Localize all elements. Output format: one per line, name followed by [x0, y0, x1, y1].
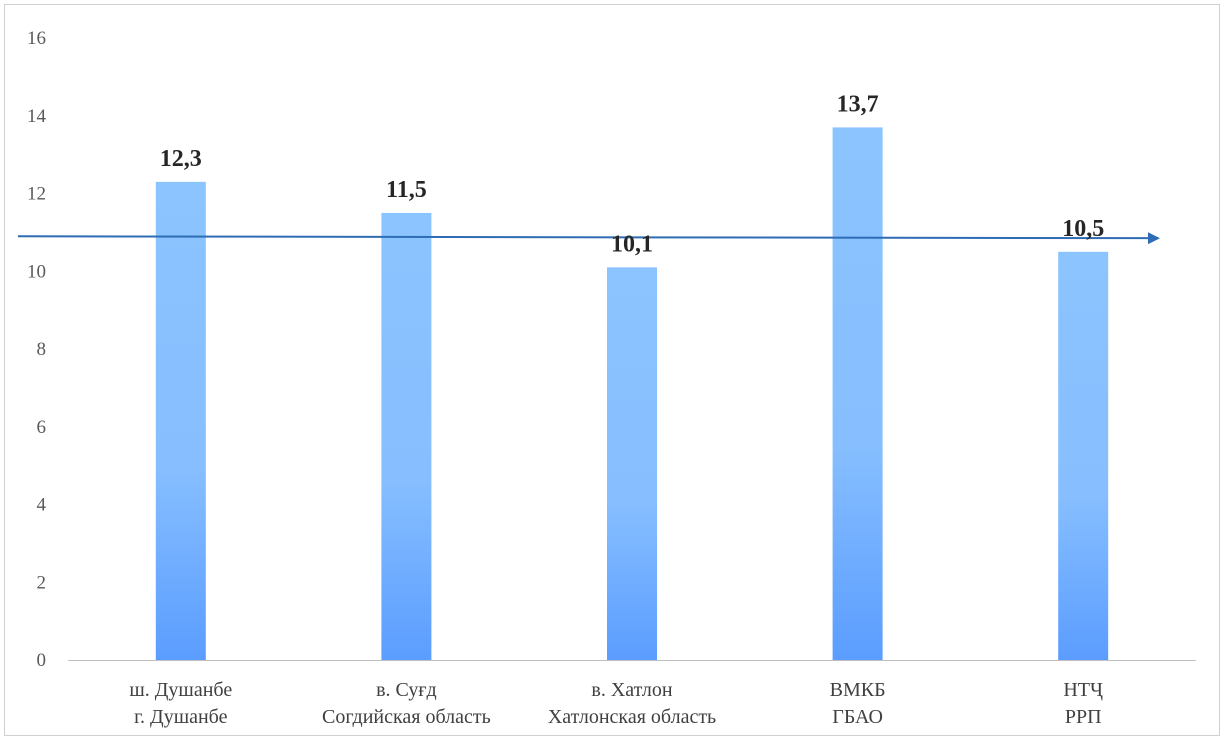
data-label: 13,7 — [837, 91, 879, 117]
category-label-line2: Хатлонская область — [548, 706, 716, 728]
y-tick-label: 10 — [27, 261, 46, 282]
y-tick-label: 14 — [27, 106, 47, 127]
y-tick-label: 6 — [37, 417, 47, 438]
bar — [607, 267, 657, 660]
category-labels: ш. Душанбе г. Душанбе в. Суғд Согдийская об… — [129, 679, 1103, 728]
y-tick-label: 2 — [37, 572, 47, 593]
bars — [155, 127, 1109, 661]
bar — [832, 127, 883, 661]
category-label-line2: РРП — [1065, 706, 1102, 728]
bar — [1058, 251, 1109, 660]
y-tick-label: 8 — [37, 339, 47, 360]
category-label-line1: в. Хатлон — [591, 679, 672, 701]
category-label-line1: в. Суғд — [376, 679, 437, 701]
category-label-line1: ВМКБ — [830, 679, 886, 701]
data-labels: 12,3 11,5 10,1 13,7 10,5 — [160, 91, 1104, 257]
reference-arrow — [17, 232, 1160, 245]
y-tick-label: 4 — [37, 495, 47, 516]
reference-arrow-line — [17, 232, 1160, 245]
y-tick-label: 0 — [37, 650, 47, 671]
category-label-line2: Согдийская область — [322, 706, 491, 728]
bar — [381, 212, 432, 660]
category-label-line2: ГБАО — [832, 706, 883, 728]
y-tick-label: 12 — [27, 184, 46, 205]
y-tick-label: 16 — [27, 28, 46, 49]
bar — [155, 181, 206, 660]
y-axis-ticks: 0 2 4 6 8 10 12 14 16 — [27, 28, 47, 671]
category-label-line1: НТҶ — [1063, 679, 1103, 701]
category-label-line2: г. Душанбе — [134, 706, 227, 728]
data-label: 12,3 — [160, 146, 202, 172]
data-label: 10,1 — [611, 231, 653, 257]
data-label: 10,5 — [1062, 216, 1104, 242]
data-label: 11,5 — [386, 177, 427, 203]
category-label-line1: ш. Душанбе — [129, 679, 232, 701]
